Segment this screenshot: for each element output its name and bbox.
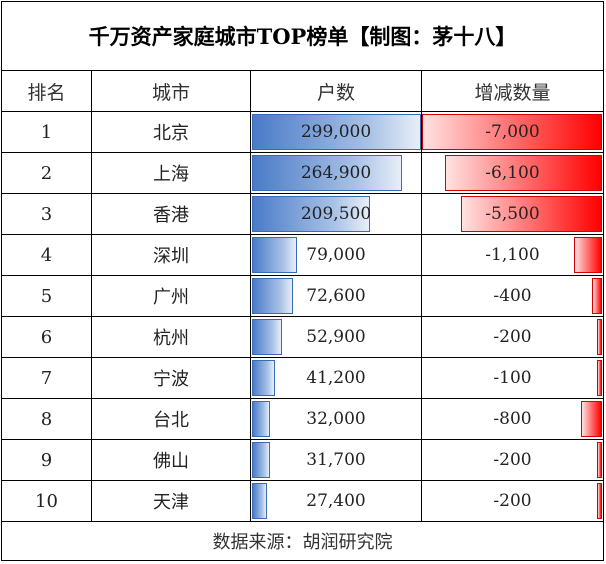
households-bar <box>252 483 267 519</box>
table-row: 3 香港 209,500 -5,500 <box>2 194 603 235</box>
source-note: 数据来源：胡润研究院 <box>212 532 393 553</box>
rank-cell: 5 <box>40 285 53 307</box>
change-bar <box>592 278 602 314</box>
change-value: -1,100 <box>485 245 540 265</box>
change-bar <box>597 360 602 396</box>
households-bar <box>252 360 275 396</box>
households-cell: 32,000 <box>250 399 421 439</box>
change-cell: -400 <box>421 276 603 316</box>
rank-cell: 8 <box>40 408 53 430</box>
city-cell: 宁波 <box>91 358 250 398</box>
households-cell: 209,500 <box>250 194 421 234</box>
change-value: -200 <box>493 327 532 347</box>
households-cell: 264,900 <box>250 153 421 193</box>
change-value: -800 <box>493 409 532 429</box>
change-value: -200 <box>493 450 532 470</box>
change-cell: -1,100 <box>421 235 603 275</box>
table-row: 8 台北 32,000 -800 <box>2 399 603 440</box>
change-value: -100 <box>493 368 532 388</box>
change-value: -7,000 <box>485 122 540 142</box>
change-bar <box>445 155 602 191</box>
households-value: 32,000 <box>306 409 366 429</box>
change-cell: -200 <box>421 440 603 480</box>
rank-cell: 4 <box>40 244 53 266</box>
city-cell: 佛山 <box>91 440 250 480</box>
header-households: 户数 <box>250 71 421 111</box>
table-row: 10 天津 27,400 -200 <box>2 481 603 522</box>
households-value: 52,900 <box>306 327 366 347</box>
households-bar <box>252 278 293 314</box>
households-cell: 31,700 <box>250 440 421 480</box>
table-row: 7 宁波 41,200 -100 <box>2 358 603 399</box>
table-row: 2 上海 264,900 -6,100 <box>2 153 603 194</box>
table-row: 4 深圳 79,000 -1,100 <box>2 235 603 276</box>
table-row: 9 佛山 31,700 -200 <box>2 440 603 481</box>
header-city: 城市 <box>91 71 250 111</box>
change-cell: -6,100 <box>421 153 603 193</box>
change-bar <box>422 114 602 150</box>
households-bar <box>252 237 297 273</box>
chart-title: 千万资产家庭城市TOP榜单【制图：茅十八】 <box>88 24 517 49</box>
change-value: -400 <box>493 286 532 306</box>
data-table: 排名 城市 户数 增减数量 1 北京 299,000 -7,000 2 上海 264,900… <box>2 70 603 522</box>
change-cell: -100 <box>421 358 603 398</box>
rank-cell: 2 <box>40 162 53 184</box>
rank-cell: 10 <box>35 490 58 512</box>
change-value: -200 <box>493 491 532 511</box>
rank-cell: 3 <box>40 203 53 225</box>
households-cell: 41,200 <box>250 358 421 398</box>
change-cell: -200 <box>421 317 603 357</box>
city-cell: 上海 <box>91 153 250 193</box>
households-bar <box>252 401 270 437</box>
households-value: 299,000 <box>300 122 372 142</box>
households-value: 41,200 <box>306 368 366 388</box>
header-rank: 排名 <box>27 81 66 104</box>
city-cell: 北京 <box>91 112 250 152</box>
city-cell: 香港 <box>91 194 250 234</box>
table-row: 5 广州 72,600 -400 <box>2 276 603 317</box>
households-cell: 79,000 <box>250 235 421 275</box>
change-cell: -5,500 <box>421 194 603 234</box>
table-row: 6 杭州 52,900 -200 <box>2 317 603 358</box>
city-cell: 深圳 <box>91 235 250 275</box>
households-value: 31,700 <box>306 450 366 470</box>
change-bar <box>574 237 602 273</box>
households-bar <box>252 155 402 191</box>
households-cell: 299,000 <box>250 112 421 152</box>
rank-cell: 9 <box>40 449 53 471</box>
change-bar <box>597 483 602 519</box>
change-bar <box>597 319 602 355</box>
change-cell: -7,000 <box>421 112 603 152</box>
table-row: 1 北京 299,000 -7,000 <box>2 112 603 153</box>
households-bar <box>252 442 270 478</box>
change-bar <box>581 401 602 437</box>
change-cell: -800 <box>421 399 603 439</box>
header-row: 排名 城市 户数 增减数量 <box>2 71 603 112</box>
households-value: 72,600 <box>306 286 366 306</box>
change-cell: -200 <box>421 481 603 521</box>
households-bar <box>252 114 421 150</box>
city-cell: 台北 <box>91 399 250 439</box>
change-value: -5,500 <box>485 204 540 224</box>
households-bar <box>252 319 282 355</box>
rank-cell: 1 <box>40 121 53 143</box>
change-bar <box>597 442 602 478</box>
city-cell: 杭州 <box>91 317 250 357</box>
households-bar <box>252 196 370 232</box>
header-change: 增减数量 <box>421 71 603 111</box>
city-cell: 天津 <box>91 481 250 521</box>
households-value: 264,900 <box>300 163 372 183</box>
rank-cell: 6 <box>40 326 53 348</box>
households-cell: 27,400 <box>250 481 421 521</box>
rank-cell: 7 <box>40 367 53 389</box>
households-value: 79,000 <box>306 245 366 265</box>
city-cell: 广州 <box>91 276 250 316</box>
change-bar <box>461 196 602 232</box>
households-value: 209,500 <box>300 204 372 224</box>
households-value: 27,400 <box>306 491 366 511</box>
households-cell: 72,600 <box>250 276 421 316</box>
change-value: -6,100 <box>485 163 540 183</box>
households-cell: 52,900 <box>250 317 421 357</box>
